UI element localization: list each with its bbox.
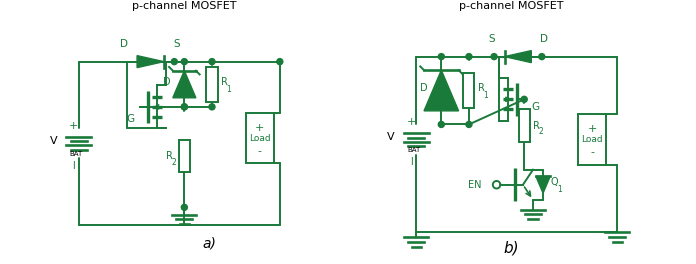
Text: 2: 2 <box>539 128 544 136</box>
Bar <box>246 113 274 163</box>
Text: 1: 1 <box>484 91 489 100</box>
Text: V: V <box>50 136 58 146</box>
Circle shape <box>182 59 187 65</box>
Title: p-channel MOSFET: p-channel MOSFET <box>459 1 564 11</box>
Text: Z: Z <box>177 86 182 95</box>
Text: EN: EN <box>468 180 482 190</box>
Text: -: - <box>258 146 262 156</box>
Circle shape <box>466 121 472 128</box>
Circle shape <box>438 121 444 128</box>
Text: +: + <box>255 123 264 133</box>
Circle shape <box>438 54 444 60</box>
Text: R: R <box>221 77 228 87</box>
Text: 1: 1 <box>227 85 231 94</box>
Circle shape <box>539 54 545 60</box>
Polygon shape <box>173 71 196 98</box>
Bar <box>519 109 530 142</box>
Text: -: - <box>590 147 594 157</box>
Text: R: R <box>166 151 173 161</box>
Text: Load: Load <box>249 134 271 143</box>
Polygon shape <box>505 51 531 63</box>
Text: +: + <box>406 117 416 127</box>
Text: 2: 2 <box>171 158 176 167</box>
Polygon shape <box>536 176 551 193</box>
Title: p-channel MOSFET: p-channel MOSFET <box>132 1 237 11</box>
Text: S: S <box>488 34 495 44</box>
Circle shape <box>277 59 283 65</box>
Text: +: + <box>587 124 596 134</box>
Circle shape <box>182 104 187 110</box>
Circle shape <box>521 96 528 102</box>
Text: R: R <box>533 121 540 131</box>
Text: b): b) <box>504 240 519 255</box>
Polygon shape <box>424 70 459 111</box>
Text: Load: Load <box>581 135 603 144</box>
Circle shape <box>209 104 215 110</box>
Bar <box>179 139 190 172</box>
Text: 1: 1 <box>557 185 562 194</box>
Circle shape <box>466 54 472 60</box>
Text: a): a) <box>203 236 216 250</box>
Text: BAT: BAT <box>70 151 83 157</box>
Text: +: + <box>69 121 79 131</box>
Circle shape <box>171 59 177 65</box>
Text: R: R <box>477 83 484 93</box>
Bar <box>464 73 475 108</box>
Text: Q: Q <box>551 177 558 187</box>
Polygon shape <box>137 56 164 68</box>
Text: Z: Z <box>434 92 439 101</box>
Text: D: D <box>120 39 128 49</box>
Text: BAT: BAT <box>407 147 420 153</box>
Circle shape <box>209 59 215 65</box>
Text: D: D <box>163 77 171 87</box>
Text: D: D <box>420 83 427 93</box>
Text: l: l <box>410 157 413 167</box>
Bar <box>207 67 218 102</box>
Text: G: G <box>126 114 134 124</box>
Circle shape <box>182 104 187 110</box>
Text: l: l <box>72 161 75 171</box>
Circle shape <box>491 54 497 60</box>
Bar <box>578 114 606 165</box>
Text: G: G <box>532 102 540 112</box>
Text: D: D <box>540 34 548 44</box>
Circle shape <box>182 204 187 210</box>
Text: V: V <box>387 132 395 142</box>
Text: S: S <box>173 39 180 49</box>
